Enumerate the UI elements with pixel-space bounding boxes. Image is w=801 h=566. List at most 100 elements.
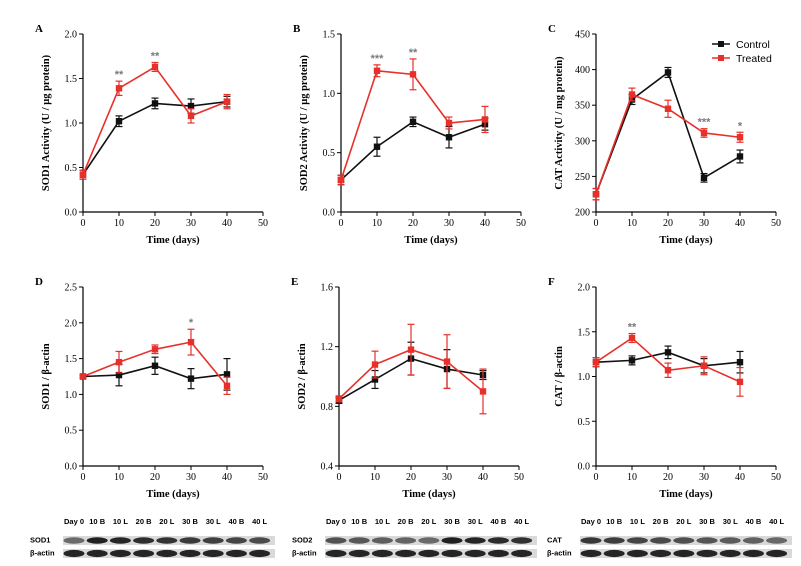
- blot-lane-label: 40 B: [228, 517, 244, 526]
- blot-lane-label: 20 L: [421, 517, 436, 526]
- data-point: [409, 118, 417, 126]
- series-control: [337, 116, 489, 186]
- blot-band: [202, 537, 224, 544]
- data-point: [151, 100, 159, 107]
- blot-band: [742, 537, 764, 544]
- blot-band: [371, 549, 393, 558]
- blot-e: Day 0 10 B 10 L 20 B 20 L 30 B 30 L 40 B 40 L SOD…: [292, 517, 537, 558]
- y-tick-label: 350: [575, 101, 590, 112]
- chart-panel-b: 0.0 0.5 1.0 1.5 0 10 20 30 40 50 Time (days) SOD2 A…: [293, 23, 526, 246]
- blot-lane-label: Day 0: [64, 517, 84, 526]
- blot-lane-label: 30 B: [444, 517, 460, 526]
- x-tick-label: 50: [258, 472, 268, 483]
- data-point: [187, 102, 195, 110]
- blot-lane-label: 20 L: [159, 517, 174, 526]
- blot-band: [464, 549, 486, 558]
- series-line: [82, 100, 228, 176]
- y-tick-label: 450: [575, 30, 590, 41]
- blot-lane-label: 40 B: [490, 517, 506, 526]
- blot-band: [202, 549, 224, 558]
- data-point: [664, 105, 672, 112]
- y-tick-label: 0.5: [578, 417, 591, 428]
- series-treated: [592, 332, 744, 397]
- y-axis-title: SOD2 Activity (U / μg protein): [299, 54, 310, 191]
- data-point: [115, 118, 123, 125]
- y-tick-label: 400: [575, 65, 590, 76]
- data-point: [628, 91, 636, 98]
- y-tick-label: 0.4: [321, 462, 334, 473]
- blot-lane-label: 20 B: [398, 517, 414, 526]
- blot-row-label: SOD2: [292, 536, 312, 545]
- blot-band: [511, 537, 533, 544]
- blot-band: [225, 537, 247, 544]
- x-tick-label: 40: [480, 218, 490, 229]
- blot-band: [109, 537, 131, 544]
- blot-lane-label: 10 B: [606, 517, 622, 526]
- data-point: [187, 112, 195, 120]
- blot-band: [719, 537, 741, 544]
- x-axis-title: Time (days): [659, 235, 713, 246]
- data-point: [79, 373, 87, 380]
- blot-band: [441, 537, 463, 544]
- data-point: [407, 346, 415, 353]
- x-tick-label: 40: [735, 218, 745, 229]
- blot-band: [109, 549, 131, 558]
- data-point: [79, 171, 87, 178]
- blot-band: [86, 549, 108, 558]
- data-point: [700, 362, 708, 369]
- data-point: [443, 358, 451, 365]
- blot-band: [63, 537, 85, 544]
- panel-letter: C: [548, 23, 556, 35]
- data-point: [373, 143, 381, 150]
- legend-label: Control: [736, 39, 770, 51]
- y-axis-title: SOD1 Activity (U / μg protein): [41, 54, 52, 191]
- blot-lane-label: 30 L: [206, 517, 221, 526]
- chart-panel-e: 0.4 0.8 1.2 1.6 0 10 20 30 40 50 Time (days) SOD2 /…: [291, 276, 524, 500]
- x-tick-label: 0: [81, 218, 86, 229]
- series-line: [340, 120, 486, 181]
- y-tick-label: 1.5: [578, 327, 591, 338]
- legend-treated: Treated: [712, 53, 772, 65]
- y-tick-label: 1.6: [321, 283, 334, 294]
- legend-control: Control: [712, 39, 770, 51]
- panel-letter: D: [35, 276, 43, 288]
- blot-lane-label: 40 L: [252, 517, 267, 526]
- y-tick-label: 250: [575, 172, 590, 183]
- legend-swatch-marker: [718, 55, 724, 61]
- panel-letter: F: [548, 276, 555, 288]
- blot-lane-label: 40 L: [514, 517, 529, 526]
- x-tick-label: 30: [444, 218, 454, 229]
- data-point: [223, 98, 231, 105]
- legend-swatch-marker: [718, 41, 724, 47]
- blot-band: [441, 549, 463, 558]
- x-tick-label: 10: [114, 218, 124, 229]
- y-tick-label: 1.5: [323, 30, 336, 41]
- chart-panel-f: 0.0 0.5 1.0 1.5 2.0 0 10 20 30 40 50 Time (days) CAT…: [548, 276, 781, 500]
- x-tick-label: 50: [516, 218, 526, 229]
- blot-band: [742, 549, 764, 558]
- data-point: [481, 116, 489, 123]
- y-tick-label: 1.0: [65, 390, 78, 401]
- x-tick-label: 40: [222, 218, 232, 229]
- x-tick-label: 0: [81, 472, 86, 483]
- data-point: [700, 129, 708, 137]
- series-treated: [592, 87, 744, 201]
- blot-band: [133, 549, 155, 558]
- data-point: [151, 346, 159, 353]
- panel-letter: E: [291, 276, 298, 288]
- blot-band: [156, 549, 178, 558]
- data-point: [628, 357, 636, 364]
- blot-band: [626, 537, 648, 544]
- x-tick-label: 20: [150, 472, 160, 483]
- data-point: [736, 358, 744, 366]
- chart-panel-a: 0.0 0.5 1.0 1.5 2.0 0 10 20 30 40 50 Time (days) SOD…: [35, 23, 268, 246]
- blot-lane-label: 30 L: [723, 517, 738, 526]
- x-axis-title: Time (days): [146, 235, 200, 246]
- significance-marker: **: [115, 69, 124, 81]
- data-point: [628, 334, 636, 342]
- y-tick-label: 0.0: [323, 208, 336, 219]
- blot-band: [156, 537, 178, 544]
- chart-panel-d: 0.0 0.5 1.0 1.5 2.0 2.5 0 10 20 30 40 50 Time (days)…: [35, 276, 268, 500]
- blot-band: [650, 549, 672, 558]
